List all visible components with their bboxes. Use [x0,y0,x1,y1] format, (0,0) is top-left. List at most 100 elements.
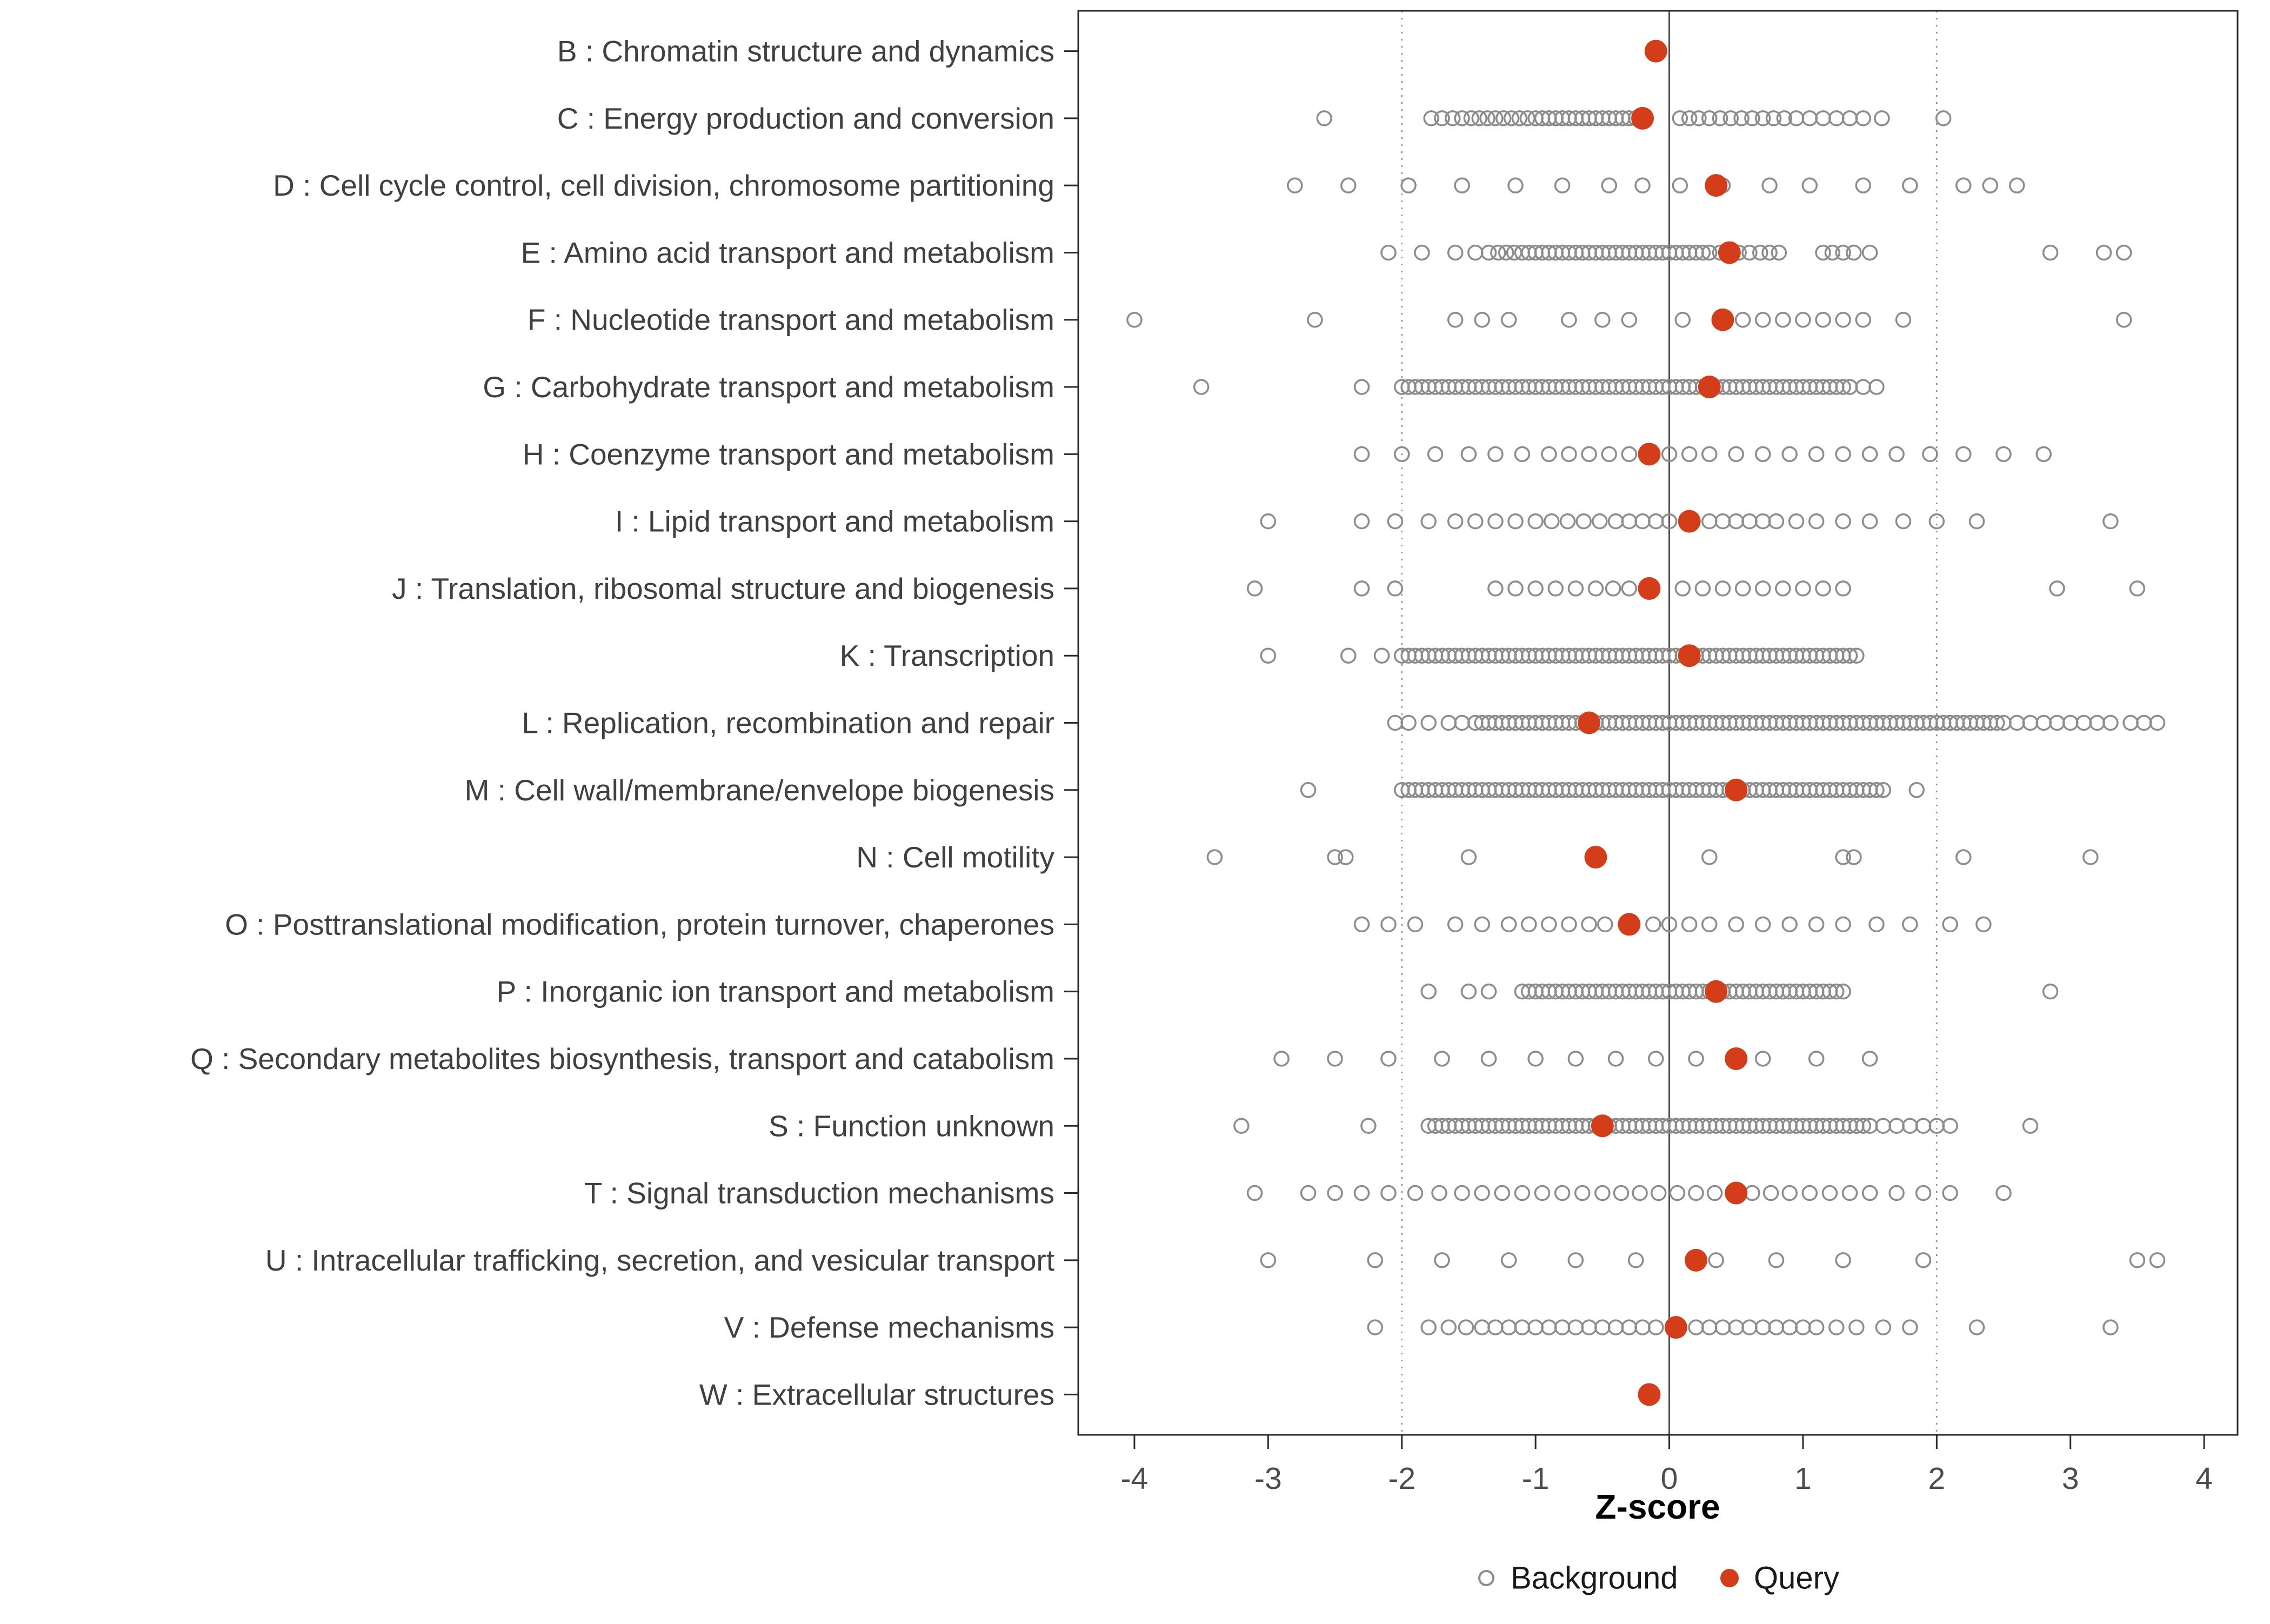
background-point [1714,513,1731,530]
background-point [1534,1185,1551,1201]
background-point [1701,244,1718,261]
background-point [1434,1051,1450,1067]
background-point [1861,244,1878,261]
background-point [1681,446,1698,463]
background-point [1855,379,1872,395]
background-point [1487,110,1504,126]
background-point [2095,244,2112,261]
background-point [1942,1118,1958,1134]
x-axis-tick-label: -3 [1254,1461,1282,1496]
background-point [2082,849,2099,865]
query-point [1718,241,1741,264]
background-point [1400,177,1417,193]
background-point [1808,1319,1825,1335]
background-point [1434,110,1450,126]
background-point [1728,446,1744,463]
background-point [1367,1319,1383,1335]
background-point [1808,446,1825,463]
background-point [1846,849,1862,865]
background-point [1444,110,1461,126]
background-point [1775,311,1791,328]
background-point [1768,1319,1785,1335]
background-point [1701,446,1718,463]
background-point [2035,446,2052,463]
background-point [1597,916,1613,933]
background-point [1507,580,1524,597]
background-point [1353,580,1370,597]
background-point [2049,580,2065,597]
background-point [1541,1319,1557,1335]
query-point [1711,308,1734,331]
background-point [1440,714,1457,731]
query-point [1685,1248,1708,1272]
background-point [1650,1185,1667,1201]
y-axis-label: Q : Secondary metabolites biosynthesis, … [190,1042,1054,1075]
background-point [1594,311,1611,328]
background-point [1487,580,1504,597]
query-point [1664,1316,1687,1339]
background-point [1360,1118,1377,1134]
background-point [1855,311,1872,328]
background-point [1507,177,1524,193]
background-point [1761,177,1778,193]
background-point [1514,1185,1531,1201]
background-point [1407,916,1424,933]
background-point [1621,580,1638,597]
background-point [2009,714,2025,731]
background-point [1795,580,1811,597]
background-point [1835,244,1851,261]
background-point [1694,244,1711,261]
background-point [1672,177,1688,193]
y-axis-label: C : Energy production and conversion [557,102,1054,135]
background-point [1511,110,1528,126]
background-point [1487,1319,1504,1335]
background-point [1467,244,1484,261]
background-point [1669,1185,1686,1201]
y-axis-label: P : Inorganic ion transport and metaboli… [497,975,1054,1008]
background-point [1975,916,1992,933]
background-point [1126,311,1143,328]
background-point [1868,916,1885,933]
background-point [1895,311,1912,328]
background-point [1193,379,1210,395]
background-point [1460,983,1477,1000]
background-point [2022,1118,2039,1134]
background-point [1454,1185,1470,1201]
background-point [1674,580,1691,597]
background-point [1733,110,1750,126]
background-point [1801,1185,1818,1201]
background-point [1781,916,1798,933]
background-point [1768,513,1785,530]
background-point [1541,446,1557,463]
background-point [1581,446,1597,463]
query-point [1644,39,1667,63]
query-point [1631,106,1654,130]
background-point [1815,311,1831,328]
background-point [1340,647,1357,664]
background-point [2136,714,2152,731]
y-axis-label: M : Cell wall/membrane/envelope biogenes… [465,773,1054,807]
background-point [1559,513,1576,530]
background-point [1765,110,1782,126]
background-point [1875,1319,1892,1335]
background-point [1541,916,1557,933]
background-point [1835,311,1851,328]
background-point [1728,916,1744,933]
background-point [1902,1319,1918,1335]
y-axis-label: J : Translation, ribosomal structure and… [392,572,1054,605]
background-point [1307,311,1323,328]
query-point [1591,1114,1614,1138]
background-point [1353,513,1370,530]
background-point [1955,849,1972,865]
background-point [1754,916,1771,933]
background-point [1855,110,1872,126]
background-point [1701,110,1718,126]
background-point [1868,379,1885,395]
background-point [1982,177,1999,193]
background-point [1744,110,1760,126]
background-point [1561,916,1577,933]
background-point [1874,110,1890,126]
background-point [1902,1118,1918,1134]
background-point [1861,446,1878,463]
